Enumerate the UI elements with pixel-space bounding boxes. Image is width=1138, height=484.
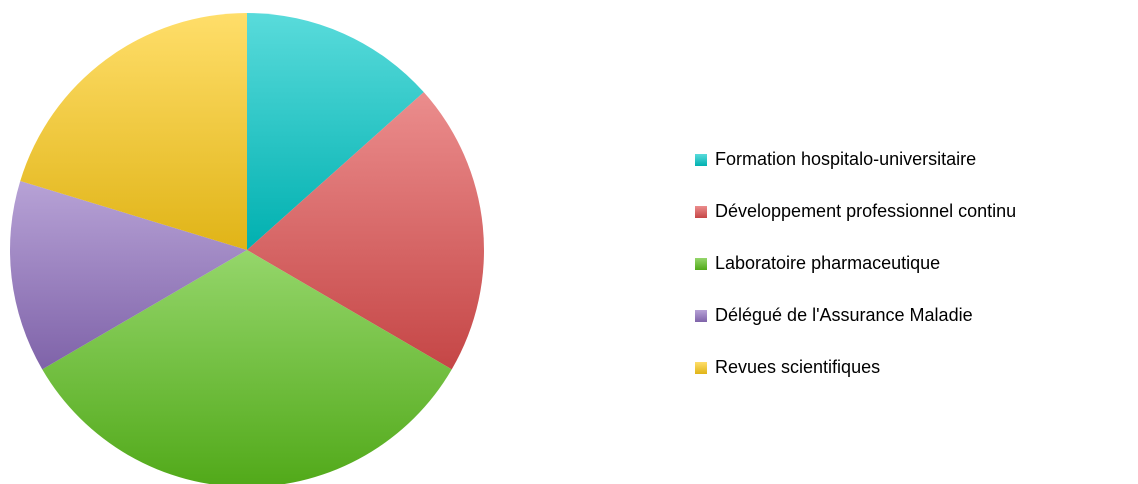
pie-slice — [247, 92, 484, 370]
legend-label: Revues scientifiques — [715, 357, 880, 377]
legend-swatch — [695, 154, 707, 166]
legend-swatch — [695, 310, 707, 322]
legend-label: Formation hospitalo-universitaire — [715, 149, 976, 169]
pie-slice — [20, 13, 247, 250]
legend-label: Délégué de l'Assurance Maladie — [715, 305, 973, 325]
legend-label: Laboratoire pharmaceutique — [715, 253, 940, 273]
legend-swatch — [695, 362, 707, 374]
legend-swatch — [695, 258, 707, 270]
pie-slice — [247, 13, 424, 250]
pie-slice — [9, 181, 247, 370]
legend-label: Développement professionnel continu — [715, 201, 1016, 221]
legend-swatch — [695, 206, 707, 218]
pie-slice — [42, 250, 452, 484]
